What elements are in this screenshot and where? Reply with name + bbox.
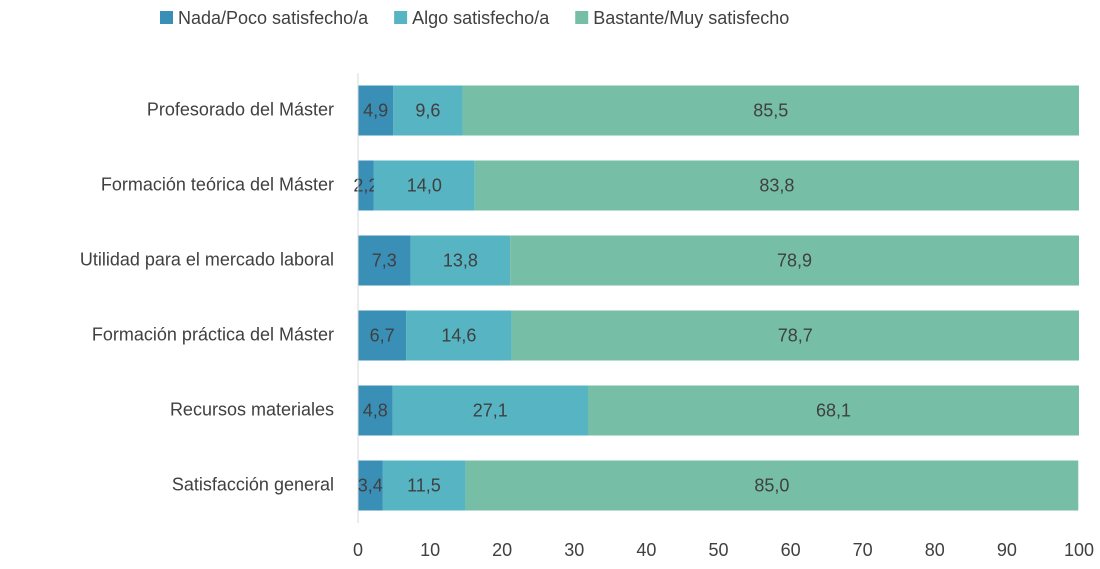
legend-swatch (160, 11, 173, 24)
data-label: 78,9 (777, 250, 812, 270)
data-label: 68,1 (816, 400, 851, 420)
bar-segment (410, 235, 511, 286)
x-tick-label: 40 (636, 540, 656, 560)
data-label: 4,8 (363, 400, 388, 420)
data-label: 85,0 (754, 475, 789, 495)
legend-swatch (394, 11, 408, 24)
bar-segment (358, 385, 393, 436)
bar-segment (358, 460, 383, 511)
x-tick-label: 60 (781, 540, 801, 560)
bar-segment (474, 160, 1079, 211)
bar-segment (358, 310, 407, 361)
data-label: 9,6 (415, 100, 440, 120)
bar-segment (358, 85, 394, 136)
bar-segment (587, 385, 1079, 436)
x-tick-label: 20 (492, 540, 512, 560)
y-tick-label: Profesorado del Máster (147, 99, 334, 119)
data-label: 3,4 (358, 475, 383, 495)
x-tick-label: 80 (925, 540, 945, 560)
data-label: 13,8 (443, 250, 478, 270)
bar-segment (358, 160, 374, 211)
legend-swatch (575, 11, 589, 24)
bar-segment (510, 235, 1080, 286)
data-label: 83,8 (759, 175, 794, 195)
y-tick-label: Satisfacción general (172, 474, 334, 494)
data-label: 11,5 (407, 475, 441, 495)
bar-segment (373, 160, 475, 211)
x-tick-label: 70 (853, 540, 873, 560)
bar-segment (462, 85, 1079, 136)
y-tick-label: Formación práctica del Máster (92, 324, 334, 344)
data-label: 27,1 (473, 400, 508, 420)
x-tick-label: 100 (1064, 540, 1094, 560)
x-tick-label: 0 (353, 540, 363, 560)
data-label: 7,3 (372, 250, 397, 270)
bar-segment (406, 310, 512, 361)
legend-label: Nada/Poco satisfecho/a (178, 8, 369, 28)
x-tick-label: 10 (420, 540, 440, 560)
data-label: 6,7 (370, 325, 395, 345)
bar-segment (382, 460, 466, 511)
bar-segment (511, 310, 1079, 361)
y-tick-label: Utilidad para el mercado laboral (80, 249, 334, 269)
y-tick-label: Formación teórica del Máster (101, 174, 334, 194)
bar-segment (465, 460, 1079, 511)
y-tick-label: Recursos materiales (170, 399, 334, 419)
bar-segment (392, 385, 588, 436)
data-label: 2,2 (353, 175, 378, 195)
legend-label: Algo satisfecho/a (412, 8, 550, 28)
bar-segment (393, 85, 463, 136)
data-label: 14,0 (407, 175, 442, 195)
x-tick-label: 30 (564, 540, 584, 560)
x-tick-label: 50 (708, 540, 728, 560)
data-label: 4,9 (363, 100, 388, 120)
data-label: 85,5 (753, 100, 788, 120)
data-label: 14,6 (441, 325, 476, 345)
data-label: 78,7 (778, 325, 813, 345)
bar-segment (358, 235, 411, 286)
legend-label: Bastante/Muy satisfecho (593, 8, 789, 28)
x-tick-label: 90 (997, 540, 1017, 560)
